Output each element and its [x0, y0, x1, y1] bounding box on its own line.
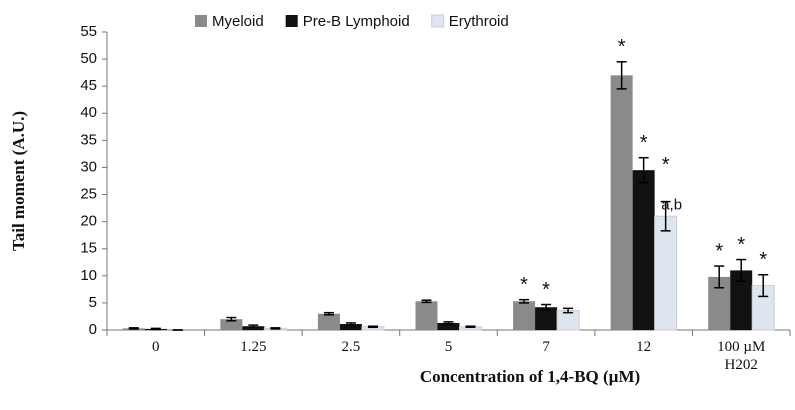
- legend-swatch: [431, 14, 445, 28]
- y-tick-label: 0: [89, 321, 97, 338]
- bar: [242, 326, 265, 330]
- annotation: *: [759, 249, 767, 271]
- annotation: *: [618, 36, 626, 58]
- y-tick-label: 30: [80, 158, 97, 175]
- x-tick-label: 12: [636, 339, 652, 355]
- x-tick-label-box: 0: [152, 339, 160, 355]
- error-bar: [367, 325, 378, 329]
- y-tick-label: 45: [80, 77, 97, 94]
- annotation: *: [640, 132, 648, 154]
- y-axis-title: Tail moment (A.U.): [9, 111, 28, 251]
- legend-label: Myeloid: [212, 13, 264, 30]
- x-tick-label: 2.5: [341, 339, 361, 355]
- x-tick-label-box: 2.5: [341, 339, 361, 355]
- error-bar: [660, 200, 671, 232]
- y-tick-label: 25: [80, 186, 97, 203]
- x-tick-label-box: 7: [542, 339, 550, 355]
- error-bar: [758, 273, 769, 298]
- error-bar: [226, 316, 237, 322]
- error-bar: [421, 299, 432, 304]
- error-bar: [541, 303, 552, 311]
- legend-swatch: [285, 15, 298, 27]
- bar: [317, 313, 340, 330]
- x-tick-label-box: 1.25: [240, 339, 267, 355]
- error-bar: [465, 325, 476, 329]
- error-bar: [638, 156, 649, 184]
- bar: [535, 307, 558, 330]
- x-tick-label-box: 5: [444, 339, 453, 355]
- y-tick-label: 50: [80, 50, 97, 67]
- error-bar: [519, 298, 530, 304]
- error-bar: [563, 307, 574, 314]
- error-bar: [736, 258, 747, 282]
- legend-label: Erythroid: [449, 13, 509, 30]
- x-tick-label-box: 100 µM H202: [717, 339, 766, 373]
- error-bar: [128, 327, 139, 330]
- y-tick-label: 55: [80, 23, 97, 40]
- bar: [610, 75, 633, 330]
- error-bar: [270, 327, 281, 330]
- error-bar: [443, 321, 454, 325]
- x-tick-label: 1.25: [240, 339, 267, 355]
- error-bar: [323, 311, 334, 316]
- bar: [437, 322, 460, 330]
- y-tick-label: 35: [80, 131, 97, 148]
- annotation: *: [662, 154, 670, 176]
- legend-label: Pre-B Lymphoid: [303, 13, 410, 30]
- bar: [556, 309, 580, 331]
- bar: [654, 215, 678, 331]
- x-axis-title: Concentration of 1,4-BQ (µM): [420, 367, 640, 386]
- x-tick-label: 5: [444, 339, 453, 355]
- error-bar: [345, 322, 356, 326]
- x-tick-label-box: 12: [636, 339, 652, 355]
- x-tick-label: 100 µM H202: [717, 339, 766, 373]
- annotation: *: [737, 234, 745, 256]
- bar: [730, 270, 753, 330]
- error-bar: [616, 61, 627, 90]
- y-tick-label: 20: [80, 213, 97, 230]
- y-tick-label: 5: [89, 294, 97, 311]
- legend-swatch: [195, 15, 207, 27]
- y-tick-label: 15: [80, 240, 97, 257]
- bar: [415, 301, 438, 330]
- annotation: a,b: [661, 197, 682, 214]
- x-tick-label: 7: [542, 339, 550, 355]
- error-bar: [150, 327, 161, 331]
- x-tick-label: 0: [152, 339, 160, 355]
- bar: [708, 276, 731, 330]
- error-bar: [714, 265, 725, 289]
- error-bar: [248, 324, 259, 329]
- y-tick-label: 10: [80, 267, 97, 284]
- bar: [632, 170, 655, 330]
- y-tick-label: 40: [80, 104, 97, 121]
- bar: [339, 324, 362, 330]
- annotation: *: [520, 274, 528, 296]
- annotation: *: [542, 279, 550, 301]
- annotation: *: [715, 240, 723, 262]
- bar: [513, 301, 536, 330]
- bar: [220, 319, 243, 330]
